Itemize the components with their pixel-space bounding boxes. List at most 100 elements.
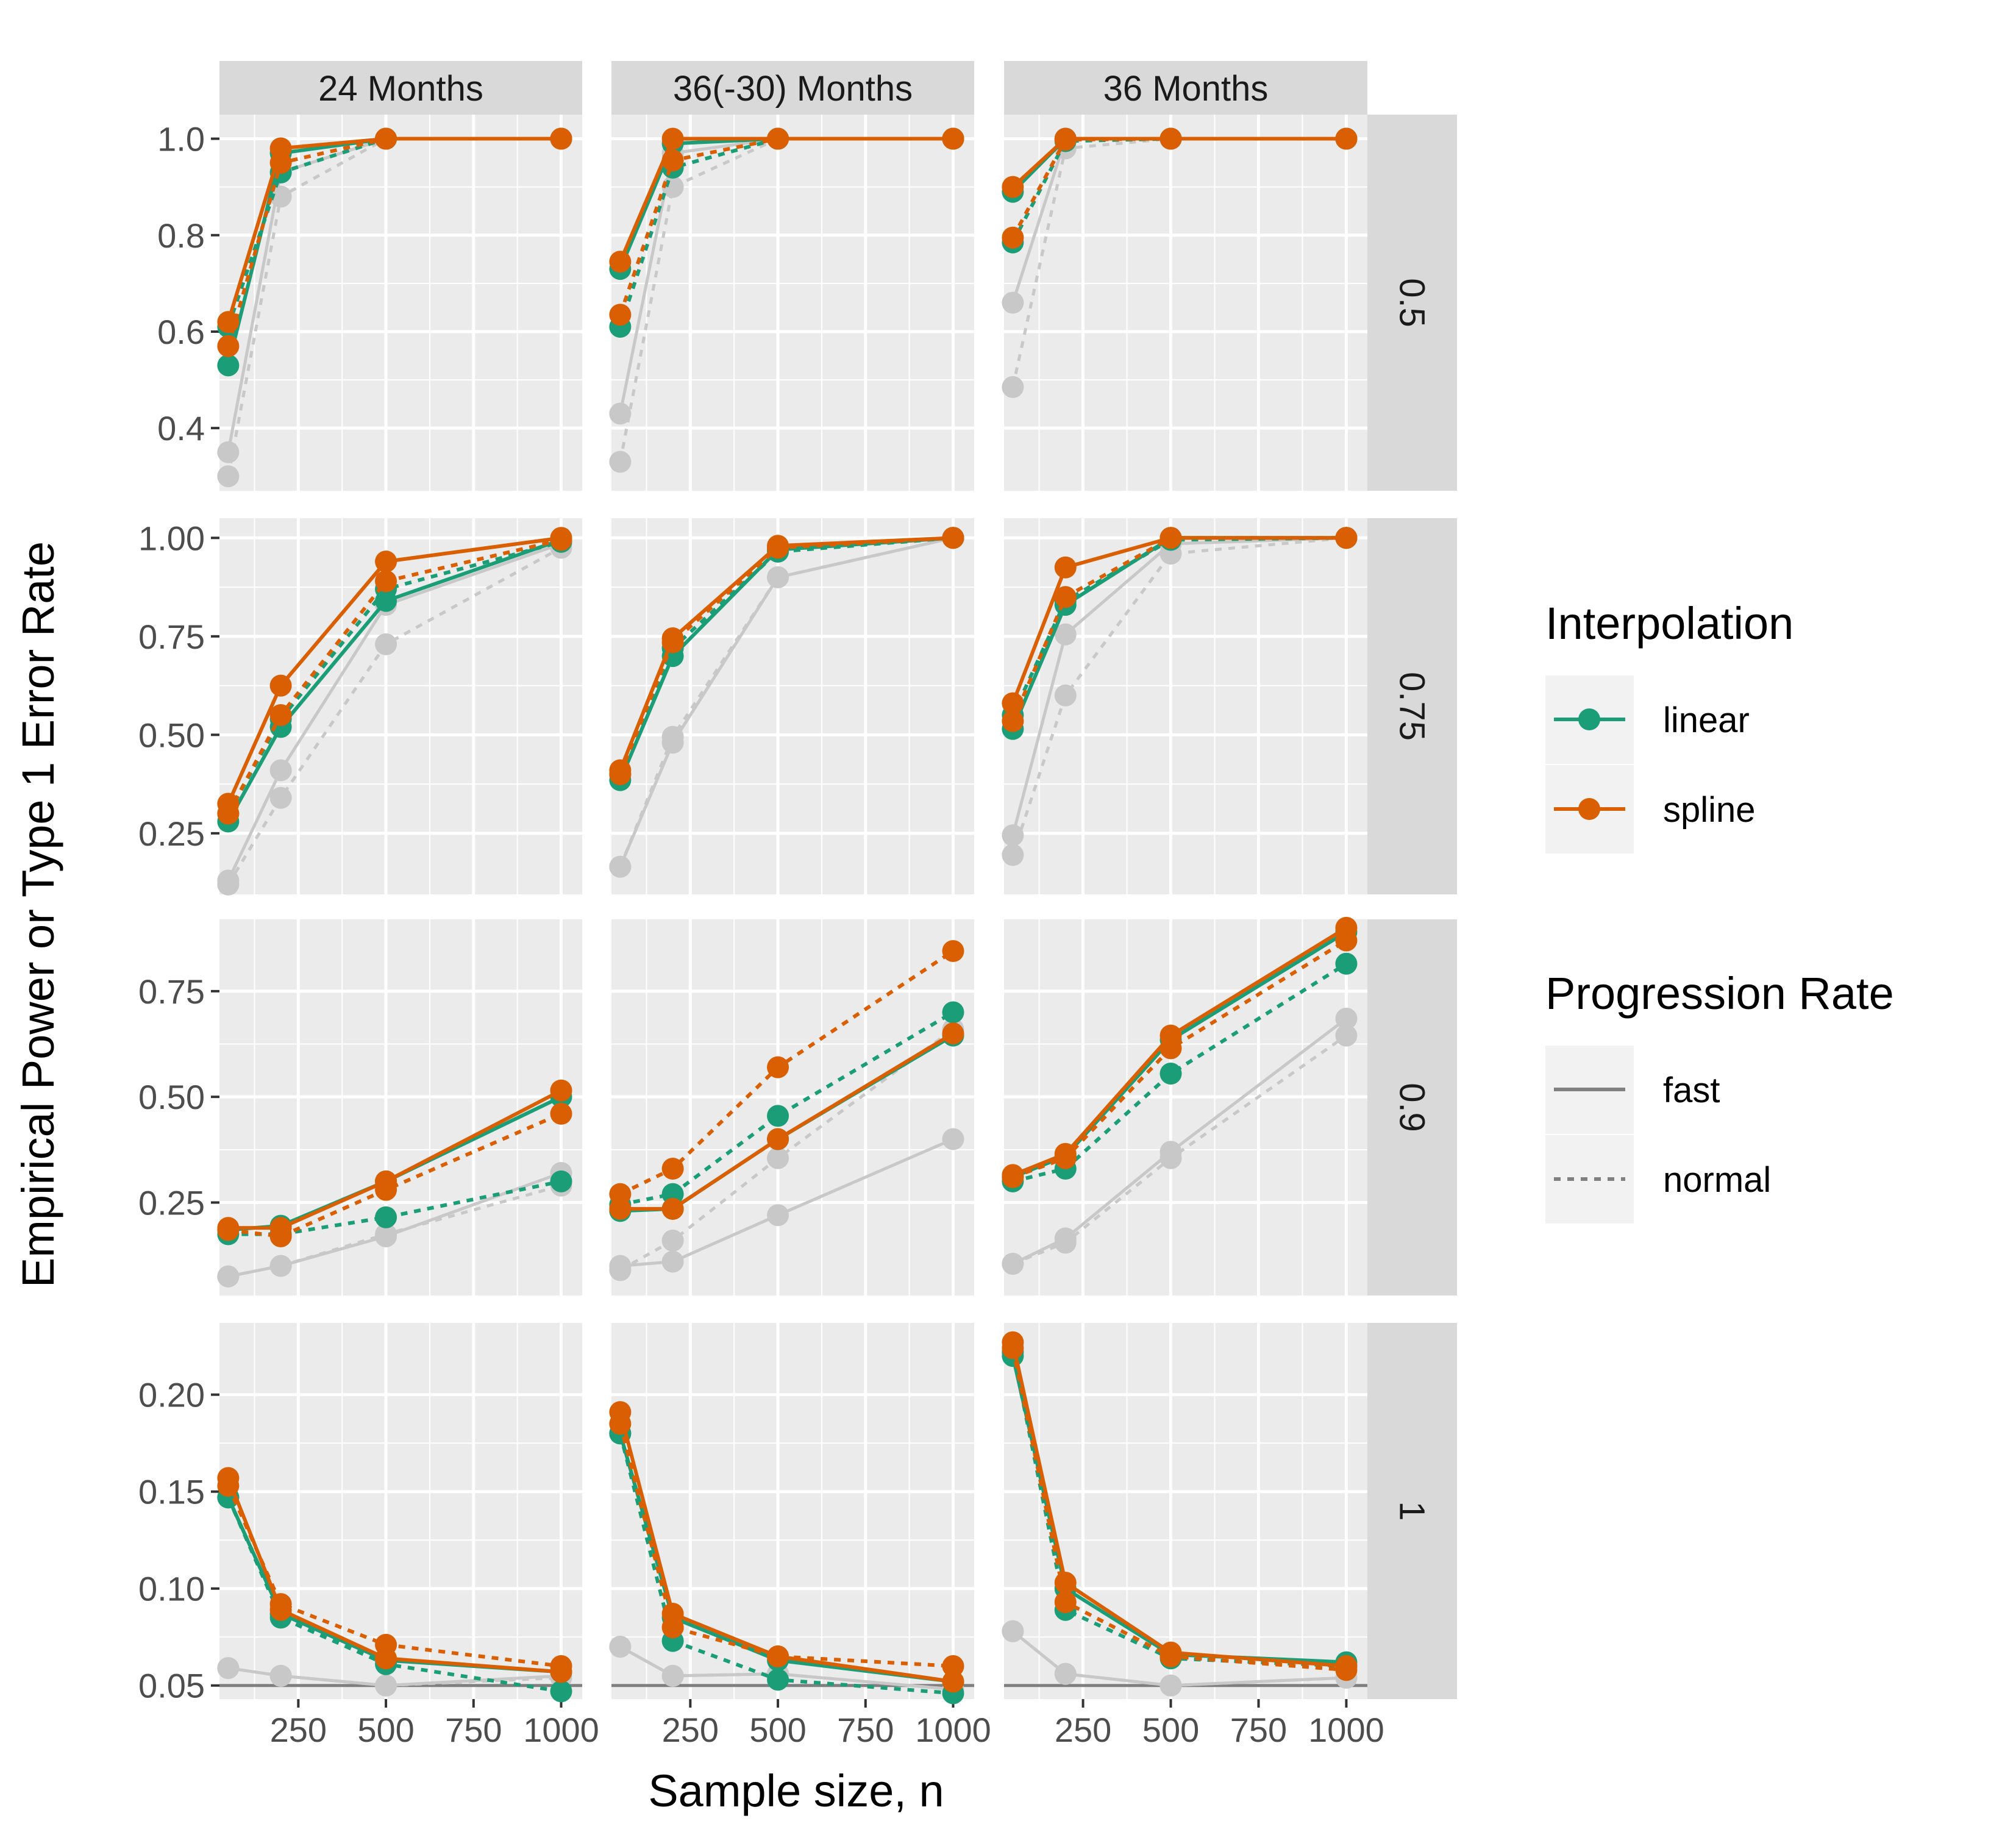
column-strip-label: 36(-30) Months [673,69,913,109]
data-point [217,441,240,463]
data-point [1054,586,1077,608]
data-point [1159,127,1182,150]
data-point [609,1183,632,1205]
data-point [269,152,292,174]
data-point [1159,1645,1182,1668]
series-line [228,1112,562,1238]
data-point [942,127,964,150]
data-point [609,1636,632,1658]
x-tick-label: 500 [357,1711,414,1749]
data-point [767,1147,789,1169]
data-point [661,1197,684,1220]
y-tick-label: 0.75 [138,618,205,656]
series-line [1011,536,1347,722]
data-point [1054,1147,1077,1169]
data-point [661,1616,684,1639]
series-line [1011,536,1347,836]
legend-title: Interpolation [1545,598,1793,649]
series-line [618,1433,953,1695]
series-line [226,1477,561,1674]
data-point [217,1219,240,1241]
data-point [609,855,632,878]
data-point [375,1633,397,1656]
data-point [375,633,397,655]
facet-panel [1004,115,1367,491]
legend-item-label: spline [1663,790,1756,830]
series-line [228,1666,561,1687]
x-tick-label: 1000 [915,1711,991,1749]
row-strip-label: 0.9 [1392,1083,1432,1132]
legend-title: Progression Rate [1545,968,1894,1019]
data-point [217,354,240,377]
series-line [1011,536,1347,856]
series-line [227,542,562,882]
data-point [1335,1007,1358,1030]
data-point [375,570,397,593]
data-point [269,759,292,782]
data-point [609,1413,632,1435]
legend-item-label: linear [1663,700,1750,740]
column-strip [219,61,582,115]
y-tick-label: 0.20 [138,1376,205,1414]
data-point [767,1056,789,1078]
data-point [1054,684,1077,707]
row-strip [1367,919,1457,1295]
data-point [661,631,684,654]
series-line [226,536,561,805]
series-spline-normal [609,1413,964,1677]
series-line [618,536,953,771]
data-point [767,1105,789,1127]
y-tick-label: 1.00 [138,519,205,557]
data-point [1335,929,1358,952]
column-strip-label: 24 Months [318,69,483,109]
y-tick-label: 0.25 [138,814,205,853]
data-point [269,786,292,809]
x-tick-label: 500 [749,1711,806,1749]
data-point [661,1158,684,1180]
y-tick-label: 0.25 [138,1183,205,1222]
data-point [767,1645,789,1668]
data-point [217,1657,240,1680]
legend-item-label: normal [1663,1160,1771,1200]
data-point [1335,1024,1358,1047]
data-point [1054,1572,1077,1594]
data-point [1159,1037,1182,1060]
data-point [550,1170,572,1192]
row-strip [1367,115,1457,491]
data-point [375,1223,397,1246]
panel-background [1004,1323,1367,1699]
data-point [269,1664,292,1687]
data-point [550,1079,572,1102]
x-axis-title: Sample size, n [648,1766,944,1816]
data-point [217,873,240,896]
data-point [269,185,292,208]
y-tick-label: 0.15 [138,1473,205,1511]
data-point [269,1255,292,1277]
data-point [217,465,240,488]
data-point [1335,527,1358,549]
data-point [1335,952,1358,975]
y-tick-label: 0.4 [157,409,205,447]
data-point [942,1022,964,1045]
data-point [1159,1674,1182,1697]
series-line [620,1032,955,1211]
x-tick-label: 750 [1230,1711,1287,1749]
data-point [609,304,632,326]
series-spline-normal [217,127,572,357]
series-spline-normal [1002,127,1358,249]
data-point [550,1102,572,1125]
row-strip-label: 0.5 [1392,278,1432,327]
panel-background [1004,115,1367,491]
column-strip-label: 36 Months [1103,69,1269,109]
series-line [1011,536,1347,704]
data-point [269,1225,292,1247]
x-tick-label: 750 [837,1711,894,1749]
series-line [1012,1034,1347,1266]
series-line [619,1028,954,1272]
series-line [618,536,953,775]
data-point [217,335,240,357]
data-point [550,1655,572,1677]
series-line [227,546,562,886]
x-tick-label: 500 [1142,1711,1199,1749]
y-tick-label: 0.75 [138,972,205,1011]
